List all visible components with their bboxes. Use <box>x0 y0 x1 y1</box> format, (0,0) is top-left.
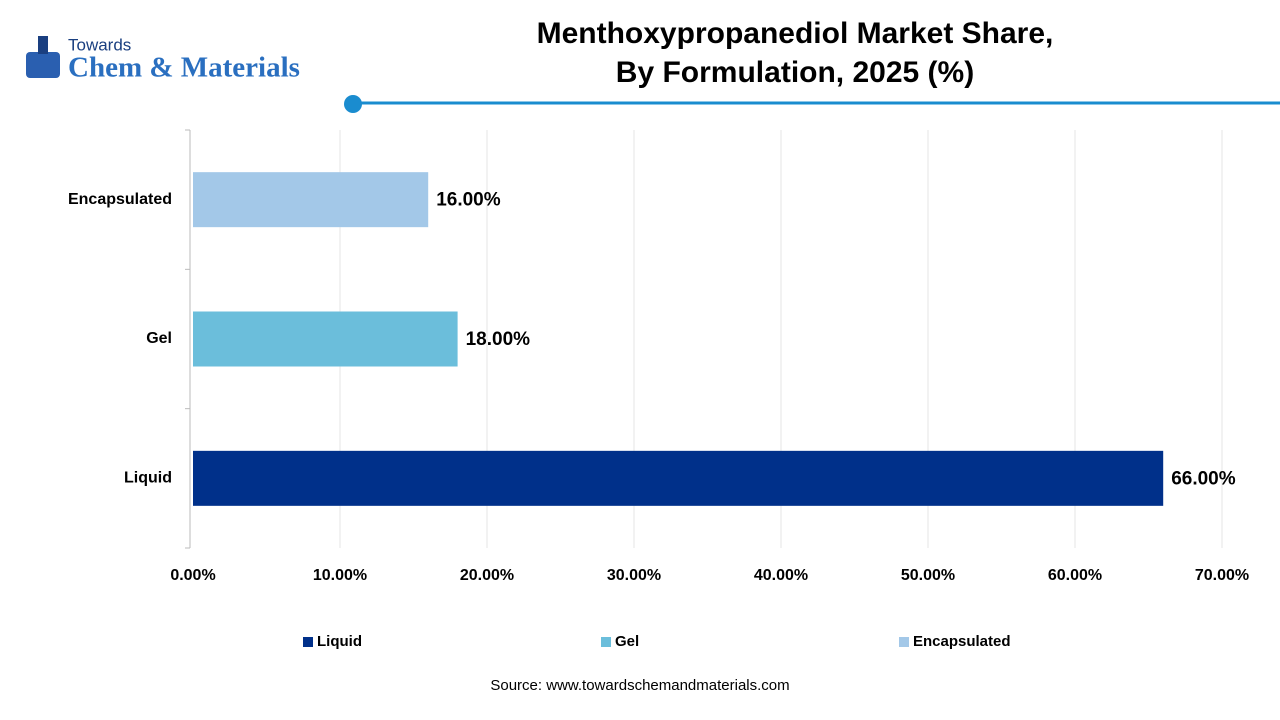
bar <box>193 311 458 367</box>
x-tick-label: 30.00% <box>607 567 661 584</box>
x-tick-label: 40.00% <box>754 567 808 584</box>
legend-swatch <box>899 637 909 647</box>
logo-icon <box>38 36 48 54</box>
y-tick-label: Encapsulated <box>68 191 172 208</box>
x-tick-label: 50.00% <box>901 567 955 584</box>
bar <box>193 172 429 228</box>
x-tick-label: 70.00% <box>1195 567 1249 584</box>
logo: Towards Chem & Materials <box>26 35 300 84</box>
legend-label: Encapsulated <box>913 633 1011 650</box>
bar <box>193 450 1164 506</box>
y-tick-label: Liquid <box>124 470 172 487</box>
x-tick-label: 0.00% <box>170 567 215 584</box>
divider-dot <box>344 95 362 113</box>
y-tick-label: Gel <box>146 330 172 347</box>
chart-title: By Formulation, 2025 (%) <box>616 56 974 89</box>
value-label: 18.00% <box>466 329 531 350</box>
chart-title: Menthoxypropanediol Market Share, <box>537 17 1054 50</box>
value-label: 66.00% <box>1171 468 1236 489</box>
logo-text: Towards <box>68 35 131 54</box>
legend-swatch <box>303 637 313 647</box>
legend-label: Gel <box>615 633 639 650</box>
legend-swatch <box>601 637 611 647</box>
logo-text: Chem & Materials <box>68 52 300 84</box>
logo-icon <box>26 52 60 78</box>
x-tick-label: 60.00% <box>1048 567 1102 584</box>
x-tick-label: 20.00% <box>460 567 514 584</box>
source: Source: www.towardschemandmaterials.com <box>490 677 789 694</box>
x-tick-label: 10.00% <box>313 567 367 584</box>
value-label: 16.00% <box>436 190 501 211</box>
legend-label: Liquid <box>317 633 362 650</box>
